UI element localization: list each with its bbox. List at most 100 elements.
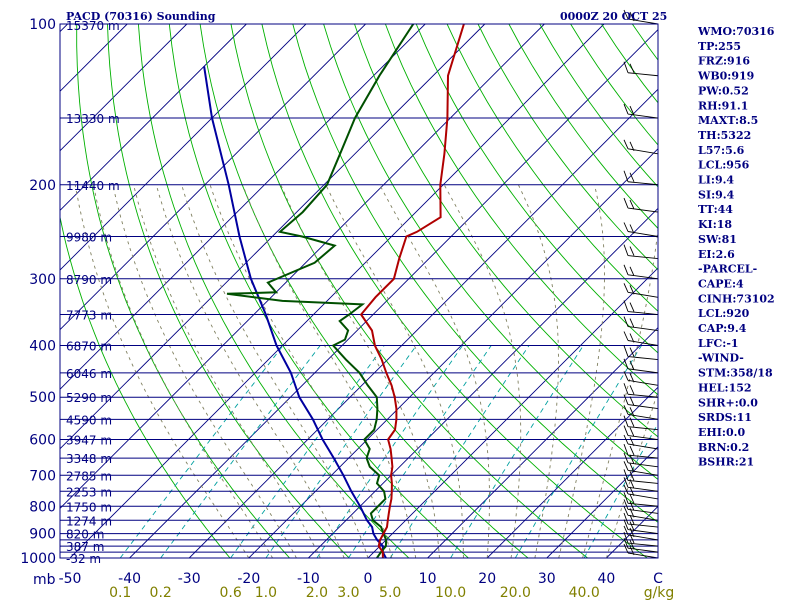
mixing-ratio-line [160,345,321,558]
height-label: 8790 m [66,273,112,287]
temperature-tick-label: -30 [178,571,201,587]
temperature-tick-label: 40 [597,571,615,587]
wind-barb [623,443,659,459]
wind-barb [623,405,659,420]
moist-adiabat-line [517,184,559,558]
wind-barb [623,103,659,119]
sounding-index: CAP:9.4 [698,322,747,335]
pressure-tick-label: 900 [29,527,56,543]
wind-barb [623,244,659,260]
mixing-ratio-line [265,345,417,558]
sounding-index: SHR+:0.0 [698,396,758,409]
sounding-index: KI:18 [698,218,732,231]
wind-barb [623,222,659,237]
sounding-index: CAPE:4 [698,277,744,290]
mixing-ratio-tick-label: 20.0 [500,585,531,600]
wind-barb [623,484,659,500]
wind-barb [623,383,659,398]
sounding-index: BRN:0.2 [698,441,749,454]
wind-barb [623,283,659,298]
height-label: 13330 m [66,112,120,126]
sounding-index: EI:2.6 [698,248,735,261]
wind-barb [623,61,659,77]
height-label: 1750 m [66,500,112,514]
sounding-index: -PARCEL- [698,263,757,276]
sounding-index: FRZ:916 [698,55,750,68]
moist-adiabat-line [181,184,369,558]
sounding-index: TH:5322 [698,129,751,142]
pressure-tick-label: 300 [29,272,56,288]
temperature-tick-label: -40 [118,571,141,587]
wind-barb [623,331,659,346]
pressure-tick-label: 600 [29,433,56,449]
pressure-tick-label: 700 [29,468,56,484]
isotherm-line [60,24,486,450]
sounding-index: TP:255 [698,40,741,53]
moist-adiabat-line [112,184,297,558]
isotherm-line [486,386,658,558]
wind-barb [623,170,659,186]
sounding-index: -WIND- [698,352,744,365]
wind-barb [623,9,659,25]
wind-barb [623,525,659,541]
wind-barb [623,499,659,514]
height-label: 6046 m [66,367,112,381]
background-grid [0,24,658,558]
mixing-ratio-tick-label: g/kg [644,585,675,600]
wind-barb [623,264,659,280]
isotherm-line [308,207,658,558]
plot-frame [59,23,659,559]
isotherm-line [60,24,307,271]
sounding-index: LCL:956 [698,159,750,172]
sounding-index: SI:9.4 [698,188,735,201]
sounding-index: WMO:70316 [697,25,775,38]
mixing-ratio-tick-label: 0.2 [150,585,172,600]
sounding-index: L57:5.6 [698,144,745,157]
height-label: 820 m [66,528,104,542]
wind-barb [623,461,659,476]
wind-barb [623,512,659,528]
height-label: 7773 m [66,309,112,323]
height-label: 6870 m [66,340,112,354]
sounding-index: CINH:73102 [698,292,775,305]
pressure-tick-label: 1000 [20,551,56,567]
isotherm-line [188,88,658,558]
isotherm-line [248,148,658,558]
mixing-ratio-tick-label: 3.0 [337,585,359,600]
wind-barb [623,425,659,440]
mixing-ratio-tick-label: 2.0 [306,585,328,600]
height-label: 2253 m [66,485,112,499]
temperature-tick-label: -20 [237,571,260,587]
isotherm-line [427,326,658,558]
isotherm-line [367,267,658,558]
sounding-index: TT:44 [698,203,733,216]
temperature-tick-label: 30 [538,571,556,587]
sounding-index: SRDS:11 [698,411,752,424]
wind-barb [623,371,659,386]
sounding-index: EHI:0.0 [698,426,745,439]
sounding-index: BSHR:21 [698,456,754,469]
dry-adiabat-line [539,24,658,188]
wind-barb [623,543,659,559]
wind-barb [623,345,659,361]
wind-barb [623,519,659,535]
mixing-ratio-tick-label: 1.0 [255,585,277,600]
height-label: 4590 m [66,413,112,427]
dry-adiabat-line [508,24,658,229]
wind-barb [623,434,659,450]
wind-barbs [623,9,659,559]
height-label: 11440 m [66,179,120,193]
mixing-ratio-line [450,345,584,558]
wind-barb [623,469,659,484]
sounding-index: STM:358/18 [698,367,773,380]
isotherm-line [0,24,8,558]
wind-barb [623,316,659,331]
temperature-curve [359,24,465,558]
mixing-ratio-tick-label: 0.1 [109,585,131,600]
pressure-tick-label: 500 [29,390,56,406]
sounding-index: SW:81 [698,233,737,246]
temperature-tick-label: -50 [59,571,82,587]
height-label: 9980 m [66,230,112,244]
mixing-ratio-line [316,345,463,558]
